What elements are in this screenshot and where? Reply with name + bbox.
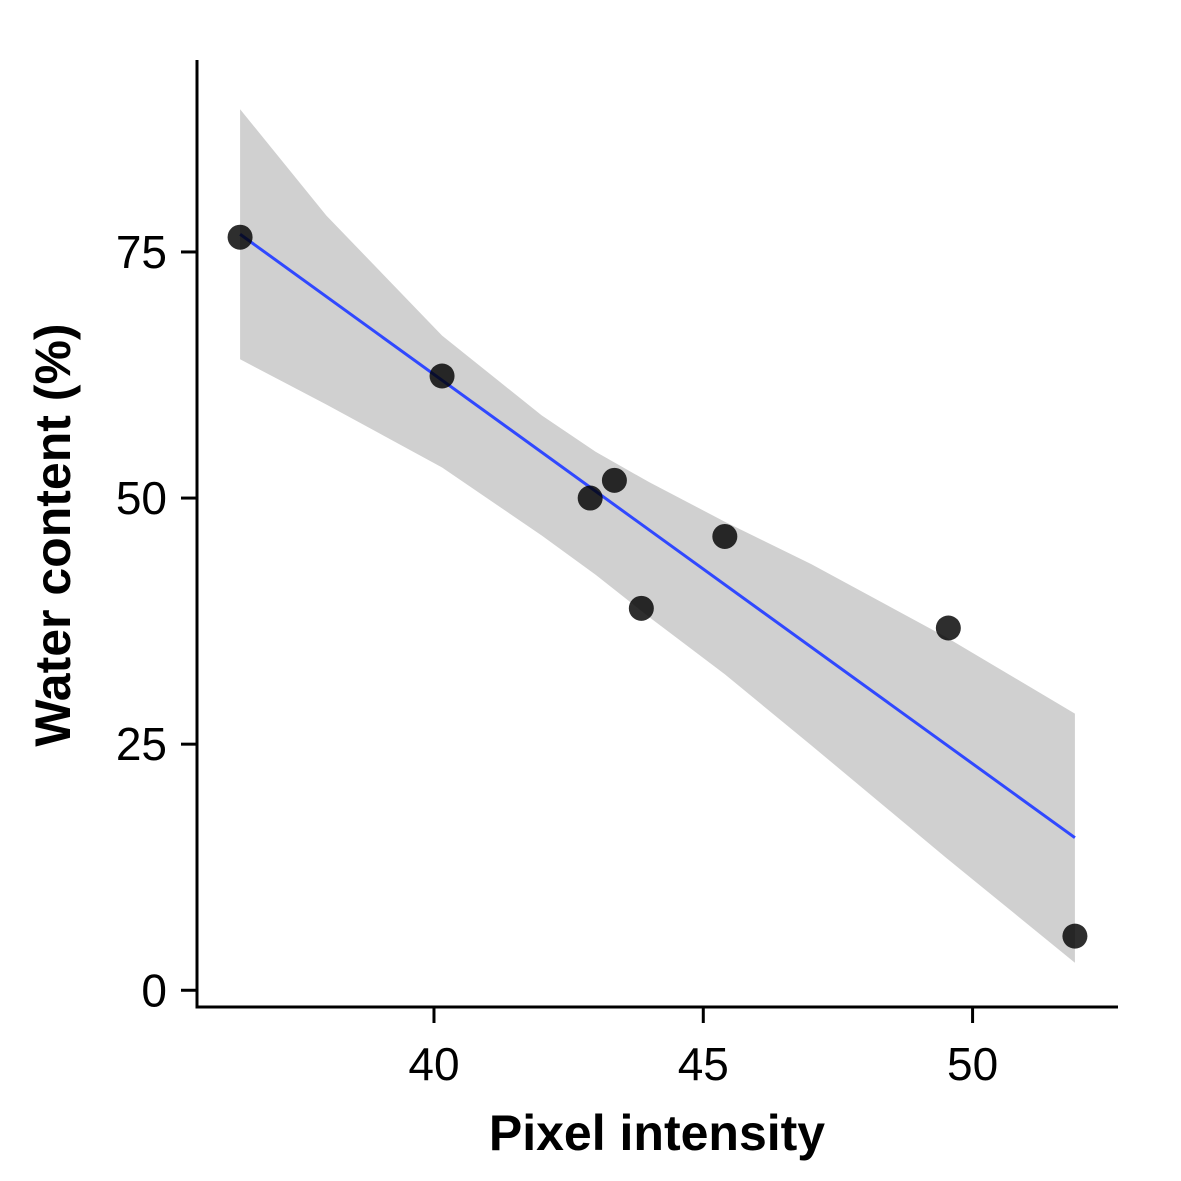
ticks-layer: 40 45 50 0 25 50 75 xyxy=(116,226,998,1090)
fit-line-layer xyxy=(239,233,1076,839)
data-point-4 xyxy=(601,467,627,493)
y-tick-label: 25 xyxy=(116,718,167,770)
data-points-layer xyxy=(227,224,1088,949)
axes-layer xyxy=(195,60,1118,1009)
data-point-1 xyxy=(227,224,253,250)
y-tick-label: 0 xyxy=(141,964,167,1016)
x-tick-label: 50 xyxy=(947,1038,998,1090)
data-point-7 xyxy=(935,615,961,641)
data-point-5 xyxy=(628,595,654,621)
fit-line xyxy=(239,233,1076,839)
y-tick-label: 75 xyxy=(116,226,167,278)
y-tick-label: 50 xyxy=(116,472,167,524)
x-tick-label: 45 xyxy=(678,1038,729,1090)
data-point-3 xyxy=(577,485,603,511)
x-axis-title: Pixel intensity xyxy=(489,1105,825,1161)
data-point-6 xyxy=(712,523,738,549)
x-tick-label: 40 xyxy=(408,1038,459,1090)
data-point-2 xyxy=(429,363,455,389)
data-point-8 xyxy=(1062,923,1088,949)
y-axis-title: Water content (%) xyxy=(25,323,81,746)
